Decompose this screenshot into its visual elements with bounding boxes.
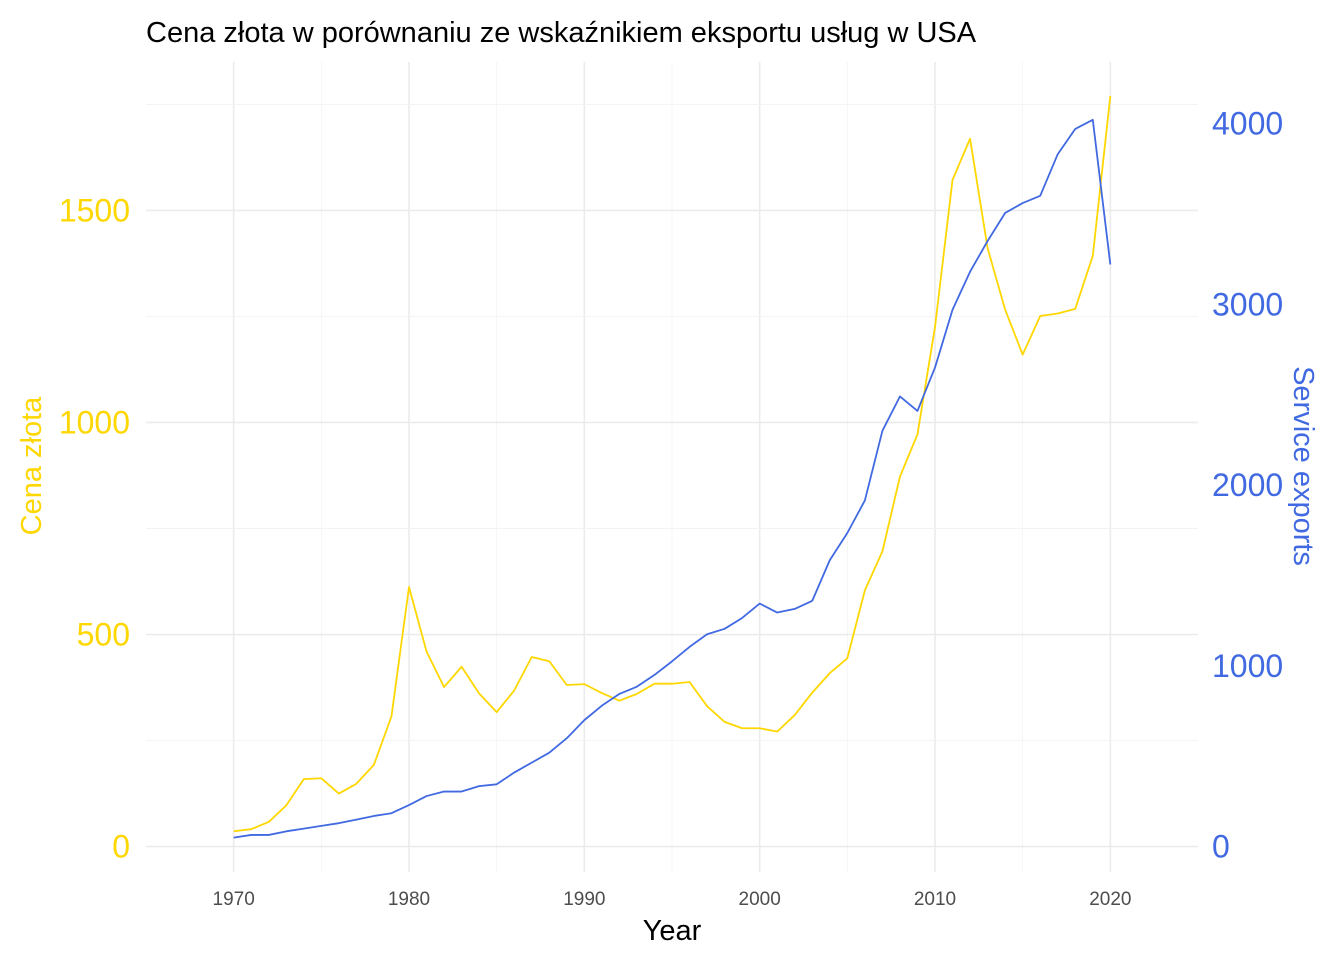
- x-tick-label: 1970: [213, 889, 255, 910]
- left-y-tick-label: 1000: [59, 404, 130, 440]
- right-y-tick-label: 1000: [1212, 648, 1283, 684]
- right-y-tick-label: 4000: [1212, 105, 1283, 141]
- left-y-tick-label: 500: [77, 617, 130, 653]
- left-y-tick-label: 1500: [59, 192, 130, 228]
- left-axis-title: Cena złota: [16, 396, 48, 536]
- right-axis-title: Service exports: [1287, 366, 1319, 566]
- chart-title: Cena złota w porównaniu ze wskaźnikiem e…: [146, 17, 977, 49]
- gold-price-line: [233, 95, 1112, 833]
- service-exports-line: [233, 118, 1112, 839]
- right-y-tick-label: 3000: [1212, 286, 1283, 322]
- series-layer: [233, 95, 1112, 839]
- x-axis-title: Year: [643, 915, 702, 947]
- x-tick-label: 2020: [1089, 889, 1131, 910]
- x-tick-label: 2000: [739, 889, 781, 910]
- x-tick-label: 1990: [563, 889, 605, 910]
- right-y-tick-label: 2000: [1212, 467, 1283, 503]
- tick-labels: 1970 1980 1990 2000 2010 2020 0 500 1000 1500 0 100…: [59, 105, 1283, 910]
- right-y-tick-label: 0: [1212, 829, 1230, 865]
- x-tick-label: 1980: [388, 889, 430, 910]
- x-tick-label: 2010: [914, 889, 956, 910]
- left-y-tick-label: 0: [112, 829, 130, 865]
- grid: [146, 62, 1198, 872]
